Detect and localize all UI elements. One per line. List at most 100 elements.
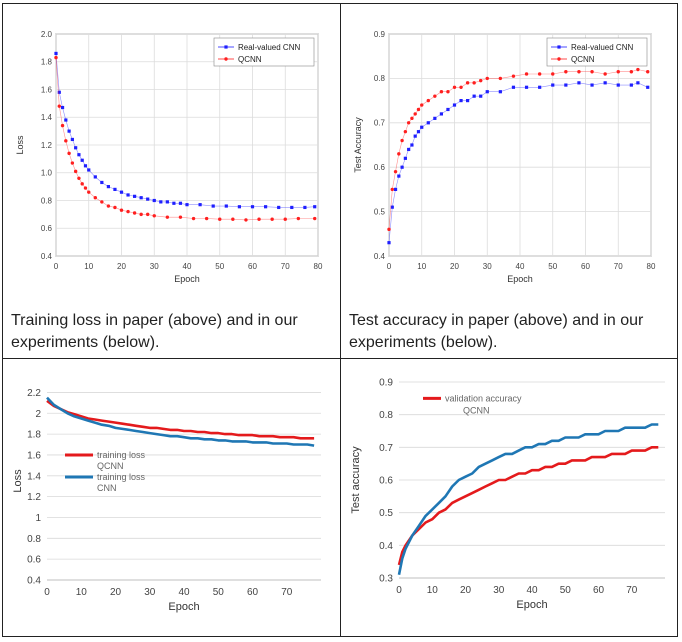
legend-marker — [557, 45, 561, 49]
data-point-square — [152, 198, 156, 203]
data-point-dot — [244, 218, 248, 222]
x-tick-label: 70 — [614, 262, 623, 271]
data-point-square — [407, 147, 411, 152]
data-point-square — [551, 83, 555, 87]
data-point-dot — [406, 121, 411, 125]
y-axis-label: Loss — [12, 469, 24, 493]
data-point-square — [433, 116, 437, 120]
x-tick-label: 60 — [593, 585, 605, 596]
legend-marker — [224, 45, 228, 49]
data-point-square — [185, 203, 189, 207]
data-point-dot — [80, 182, 84, 186]
y-tick-label: 1.4 — [27, 471, 41, 482]
data-point-dot — [400, 138, 404, 143]
x-tick-label: 40 — [526, 585, 538, 596]
data-point-dot — [413, 112, 417, 116]
x-tick-label: 60 — [581, 262, 590, 271]
x-axis-label: Epoch — [174, 274, 200, 284]
data-point-dot — [433, 94, 437, 98]
data-point-square — [303, 205, 307, 210]
y-tick-label: 0.7 — [379, 443, 393, 454]
data-point-square — [198, 203, 202, 207]
legend-label: Real-valued CNN — [238, 43, 300, 52]
data-point-square — [119, 190, 124, 194]
data-point-dot — [178, 215, 183, 219]
data-point-dot — [93, 196, 98, 200]
caption-top-left: Training loss in paper (above) and in ou… — [11, 312, 298, 351]
y-tick-label: 0.4 — [27, 576, 41, 587]
y-tick-label: 0.8 — [379, 410, 393, 421]
y-tick-label: 1.8 — [27, 430, 41, 441]
data-point-square — [426, 121, 430, 125]
data-point-dot — [577, 70, 581, 74]
data-point-square — [290, 205, 294, 210]
data-point-square — [57, 90, 61, 94]
data-point-square — [106, 185, 110, 189]
x-tick-label: 50 — [548, 262, 557, 271]
data-point-square — [277, 205, 281, 210]
x-tick-label: 80 — [647, 262, 656, 271]
data-point-square — [590, 83, 594, 87]
data-point-square — [629, 83, 633, 87]
data-point-square — [413, 134, 417, 138]
data-point-square — [416, 130, 421, 134]
data-point-square — [67, 129, 71, 133]
y-tick-label: 0.6 — [379, 476, 393, 487]
data-point-dot — [283, 217, 287, 221]
data-point-dot — [410, 116, 414, 121]
caption-top-right: Test accuracy in paper (above) and in ou… — [349, 312, 644, 351]
x-tick-label: 0 — [396, 585, 402, 596]
legend-label: validation accuracy — [445, 393, 522, 403]
y-axis-label: Test accuracy — [350, 446, 362, 514]
x-tick-label: 80 — [314, 262, 323, 271]
data-point-square — [439, 112, 443, 116]
x-tick-label: 10 — [84, 262, 93, 271]
y-tick-label: 0.4 — [41, 252, 53, 261]
y-tick-label: 0.5 — [374, 207, 386, 216]
data-point-dot — [524, 72, 529, 76]
series-line — [46, 399, 315, 440]
data-point-square — [100, 180, 104, 185]
data-point-dot — [564, 70, 568, 74]
x-tick-label: 10 — [427, 585, 439, 596]
y-tick-label: 0.8 — [41, 196, 53, 205]
data-point-dot — [191, 216, 196, 221]
data-point-square — [83, 164, 88, 168]
data-point-dot — [165, 215, 170, 219]
data-point-square — [446, 107, 450, 112]
legend-label: QCNN — [571, 55, 595, 64]
x-tick-label: 70 — [626, 585, 638, 596]
y-tick-label: 1.2 — [41, 141, 53, 150]
x-tick-label: 40 — [516, 262, 525, 271]
data-point-dot — [426, 98, 430, 103]
x-tick-label: 40 — [183, 262, 192, 271]
data-point-square — [466, 99, 470, 103]
y-tick-label: 1 — [35, 513, 41, 524]
x-tick-label: 10 — [417, 262, 426, 271]
figure-table: 0.4 0.6 0.8 1.0 1.2 1.4 1.6 1.8 2.0 0 10 20 30 40 50 60… — [2, 3, 678, 637]
data-point-dot — [403, 129, 408, 134]
data-point-square — [80, 158, 84, 162]
data-point-square — [393, 187, 398, 191]
data-point-dot — [132, 211, 137, 215]
y-tick-label: 0.3 — [379, 574, 393, 585]
data-point-dot — [152, 214, 156, 218]
data-point-dot — [60, 123, 65, 128]
y-tick-label: 1.0 — [41, 169, 53, 178]
legend-label: CNN — [97, 483, 117, 493]
data-point-square — [250, 205, 255, 209]
data-point-dot — [204, 216, 209, 221]
legend-label: training loss — [97, 450, 146, 460]
data-point-square — [616, 83, 620, 87]
data-point-dot — [485, 76, 489, 81]
data-point-square — [54, 51, 58, 56]
cell-paper-acc: 0.4 0.5 0.6 0.7 0.8 0.9 0 10 20 30 40 50 60 70 80 Epoch… — [349, 26, 669, 301]
data-point-dot — [479, 78, 483, 83]
data-point-dot — [439, 90, 444, 94]
x-tick-label: 0 — [387, 262, 392, 271]
data-point-dot — [616, 70, 620, 74]
series-line — [46, 396, 315, 447]
data-point-square — [224, 204, 228, 208]
y-tick-label: 0.9 — [379, 378, 393, 389]
data-point-dot — [231, 217, 235, 221]
